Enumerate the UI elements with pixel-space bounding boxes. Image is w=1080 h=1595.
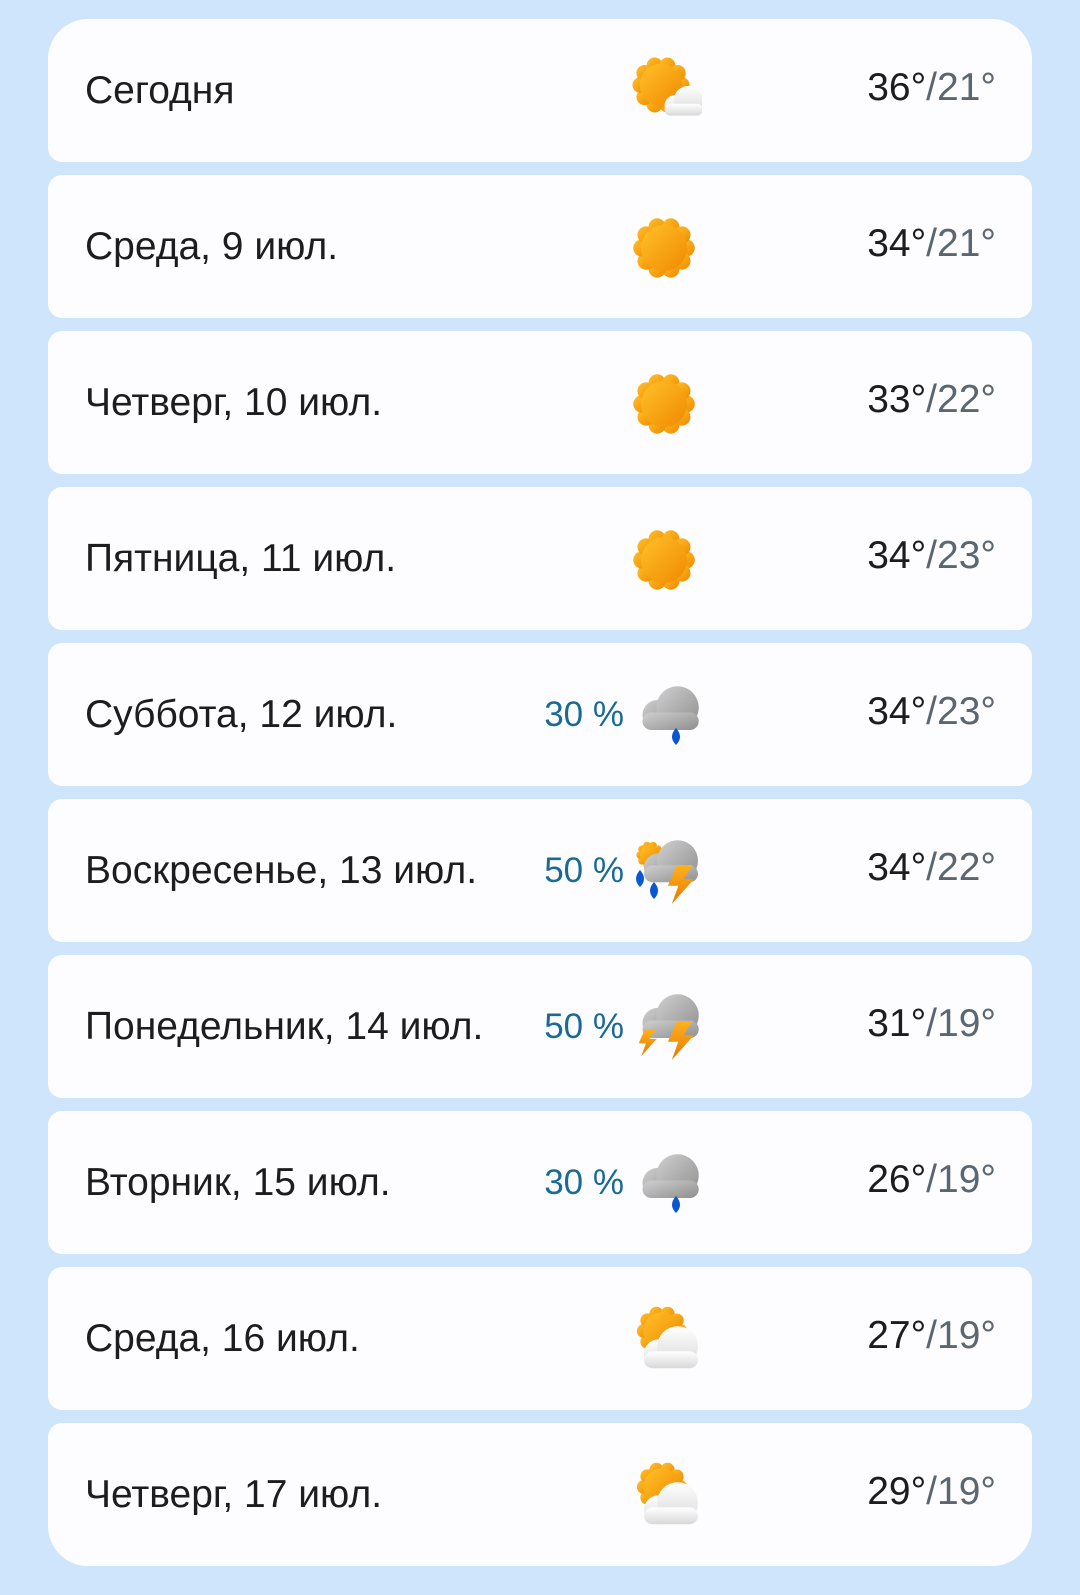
high-temp: 34°	[867, 690, 927, 733]
low-temp: /19°	[926, 1470, 996, 1513]
forecast-row[interactable]: Воскресенье, 13 июл. 50 % 34°/22°	[48, 799, 1032, 942]
temperature-range: 34°/22°	[867, 799, 996, 937]
thunderstorm-rain-sun-icon	[628, 835, 702, 909]
temperature-range: 27°/19°	[867, 1267, 996, 1405]
temperature-range: 31°/19°	[867, 955, 996, 1093]
sunny-icon	[628, 523, 702, 597]
temperature-range: 29°/19°	[867, 1423, 996, 1561]
high-temp: 36°	[867, 66, 927, 109]
day-label: Среда, 16 июл.	[85, 1317, 360, 1360]
temperature-range: 34°/23°	[867, 643, 996, 781]
high-temp: 34°	[867, 534, 927, 577]
forecast-row[interactable]: Четверг, 10 июл. 33°/22°	[48, 331, 1032, 474]
low-temp-value: 23°	[937, 534, 996, 577]
mostly-cloudy-icon	[628, 1459, 702, 1533]
forecast-row[interactable]: Пятница, 11 июл. 34°/23°	[48, 487, 1032, 630]
low-temp-value: 23°	[937, 690, 996, 733]
low-temp-value: 21°	[937, 222, 996, 265]
day-label: Понедельник, 14 июл.	[85, 1005, 484, 1048]
temperature-range: 36°/21°	[867, 19, 996, 157]
forecast-row[interactable]: Среда, 16 июл. 27°/19°	[48, 1267, 1032, 1410]
low-temp-value: 22°	[937, 846, 996, 889]
low-temp: /21°	[926, 222, 996, 265]
sunny-icon	[628, 367, 702, 441]
low-temp: /22°	[926, 846, 996, 889]
precip-chance: 30 %	[544, 695, 624, 734]
high-temp: 34°	[867, 846, 927, 889]
rain-shower-icon	[628, 679, 702, 753]
low-temp-value: 21°	[937, 66, 996, 109]
precip-chance: 50 %	[544, 1007, 624, 1046]
high-temp: 29°	[867, 1470, 927, 1513]
low-temp-value: 19°	[937, 1314, 996, 1357]
high-temp: 27°	[867, 1314, 927, 1357]
daily-forecast-list: Сегодня 36°/21° Среда, 9 июл. 34°/21° Четв…	[48, 19, 1032, 1579]
day-label: Пятница, 11 июл.	[85, 537, 397, 580]
high-temp: 26°	[867, 1158, 927, 1201]
low-temp: /19°	[926, 1314, 996, 1357]
forecast-row[interactable]: Понедельник, 14 июл. 50 % 31°/19°	[48, 955, 1032, 1098]
forecast-row[interactable]: Вторник, 15 июл. 30 % 26°/19°	[48, 1111, 1032, 1254]
day-label: Суббота, 12 июл.	[85, 693, 398, 736]
low-temp: /23°	[926, 534, 996, 577]
sunny-icon	[628, 211, 702, 285]
low-temp: /19°	[926, 1158, 996, 1201]
low-temp-value: 19°	[937, 1470, 996, 1513]
temperature-range: 33°/22°	[867, 331, 996, 469]
precip-chance: 30 %	[544, 1163, 624, 1202]
low-temp: /22°	[926, 378, 996, 421]
rain-shower-icon	[628, 1147, 702, 1221]
low-temp: /19°	[926, 1002, 996, 1045]
forecast-row[interactable]: Среда, 9 июл. 34°/21°	[48, 175, 1032, 318]
low-temp-value: 19°	[937, 1158, 996, 1201]
forecast-row[interactable]: Суббота, 12 июл. 30 % 34°/23°	[48, 643, 1032, 786]
day-label: Воскресенье, 13 июл.	[85, 849, 478, 892]
forecast-row[interactable]: Сегодня 36°/21°	[48, 19, 1032, 162]
day-label: Среда, 9 июл.	[85, 225, 339, 268]
low-temp-value: 22°	[937, 378, 996, 421]
day-label: Четверг, 10 июл.	[85, 381, 383, 424]
low-temp: /21°	[926, 66, 996, 109]
day-label: Сегодня	[85, 69, 235, 112]
temperature-range: 26°/19°	[867, 1111, 996, 1249]
day-label: Четверг, 17 июл.	[85, 1473, 383, 1516]
thunderstorm-icon	[628, 991, 702, 1065]
low-temp-value: 19°	[937, 1002, 996, 1045]
day-label: Вторник, 15 июл.	[85, 1161, 391, 1204]
high-temp: 31°	[867, 1002, 927, 1045]
forecast-row[interactable]: Четверг, 17 июл. 29°/19°	[48, 1423, 1032, 1566]
precip-chance: 50 %	[544, 851, 624, 890]
low-temp: /23°	[926, 690, 996, 733]
temperature-range: 34°/21°	[867, 175, 996, 313]
high-temp: 33°	[867, 378, 927, 421]
temperature-range: 34°/23°	[867, 487, 996, 625]
partly-cloudy-icon	[628, 55, 703, 129]
mostly-cloudy-icon	[628, 1303, 702, 1377]
high-temp: 34°	[867, 222, 927, 265]
